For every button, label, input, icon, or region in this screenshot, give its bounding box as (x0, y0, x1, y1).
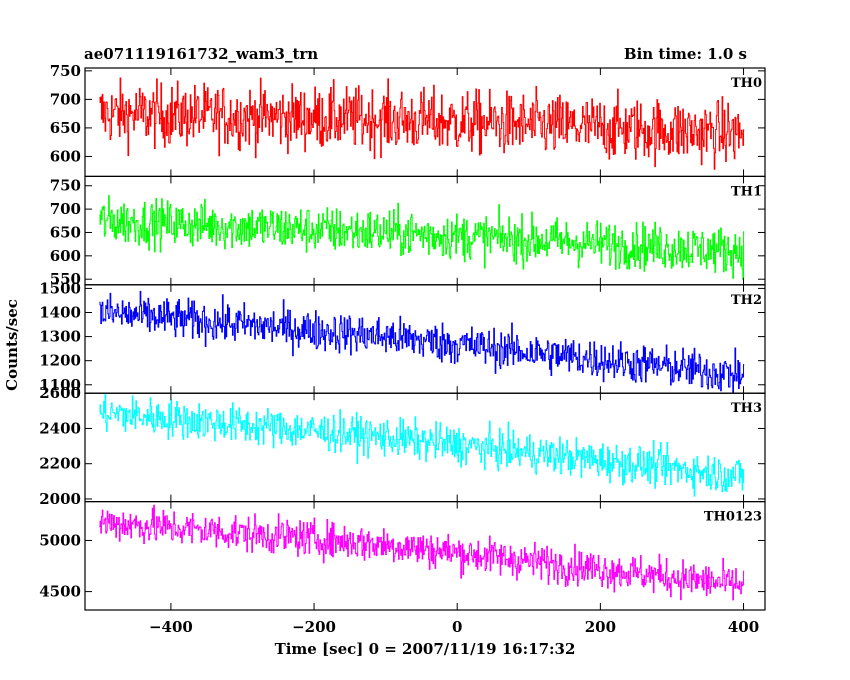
chart-title: ae071119161732_wam3_trn (84, 45, 318, 63)
panel-th0123: 4500 5000 TH0123 (39, 501, 766, 611)
y-tick-label: 650 (50, 119, 81, 137)
x-tick-label: 0 (452, 618, 462, 636)
panel-label-th3: TH3 (731, 401, 762, 416)
y-tick-label: 2000 (39, 490, 81, 508)
y-tick-label: 1500 (39, 279, 81, 297)
y-tick-label: 550 (50, 270, 81, 288)
series-th2 (99, 290, 745, 393)
x-axis-label: Time [sec] 0 = 2007/11/19 16:17:32 (275, 640, 576, 658)
panel-th2: 1100 1200 1300 1400 1500 TH2 (39, 279, 766, 394)
y-tick-label: 750 (50, 177, 81, 195)
y-tick-label: 700 (50, 90, 81, 108)
panels: 600 650 700 750 TH0 550 600 650 700 750 TH1 1100 120… (39, 62, 766, 611)
y-tick-label: 2600 (39, 384, 81, 402)
y-tick-label: 2200 (39, 455, 81, 473)
y-tick-label: 750 (50, 62, 81, 80)
y-tick-label: 1100 (39, 376, 81, 394)
y-tick-label: 4500 (39, 583, 81, 601)
panel-th0: 600 650 700 750 TH0 (50, 62, 766, 178)
panel-th3: 2000 2200 2400 2600 TH3 (39, 384, 766, 508)
panel-label-th2: TH2 (731, 293, 762, 308)
y-tick-label: 650 (50, 223, 81, 241)
y-tick-label: 1400 (39, 304, 81, 322)
x-tick-label: 200 (585, 618, 616, 636)
panel-label-th0123: TH0123 (704, 510, 762, 525)
series-th1 (99, 195, 745, 281)
x-tick-label: −400 (149, 618, 193, 636)
y-tick-label: 600 (50, 247, 81, 265)
x-axis: −400 −200 0 200 400 (149, 618, 759, 636)
panel-th1: 550 600 650 700 750 TH1 (50, 175, 766, 288)
y-tick-label: 700 (50, 200, 81, 218)
x-tick-label: 400 (728, 618, 759, 636)
y-tick-label: 5000 (39, 531, 81, 549)
bin-time-label: Bin time: 1.0 s (624, 45, 747, 63)
y-tick-label: 600 (50, 147, 81, 165)
panel-label-th1: TH1 (731, 184, 762, 199)
y-tick-label: 1300 (39, 328, 81, 346)
y-tick-label: 2400 (39, 419, 81, 437)
y-axis-label: Counts/sec (3, 299, 21, 391)
panel-frame (84, 501, 766, 611)
series-th0 (99, 77, 745, 170)
series-th3 (99, 393, 745, 497)
panel-label-th0: TH0 (731, 76, 762, 91)
series-th0123 (99, 504, 745, 601)
y-tick-label: 1200 (39, 352, 81, 370)
x-tick-label: −200 (292, 618, 336, 636)
